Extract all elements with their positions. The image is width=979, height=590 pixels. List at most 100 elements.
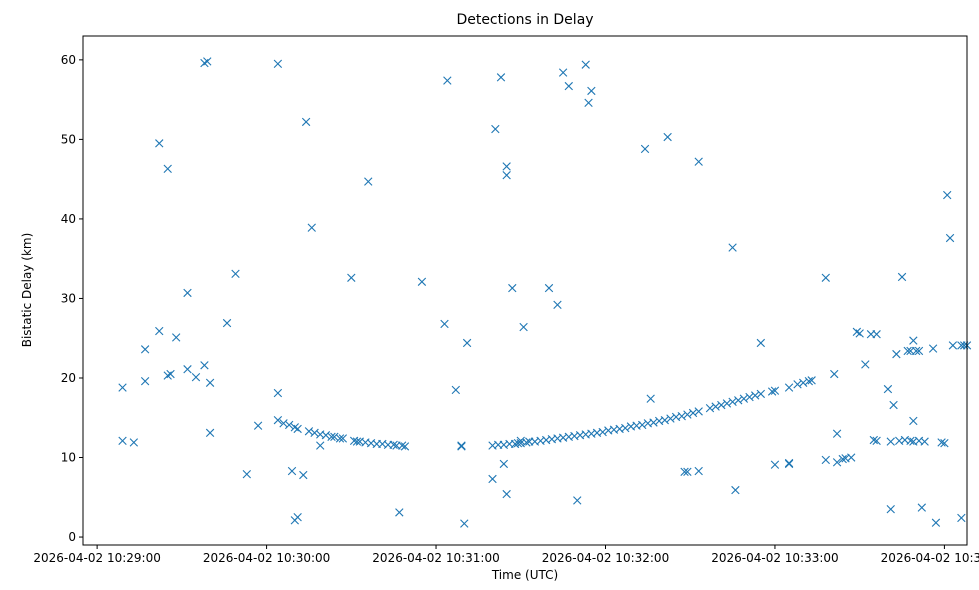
detection-marker [897, 272, 907, 282]
detection-marker [352, 437, 362, 446]
detection-marker [395, 508, 404, 517]
detection-marker [847, 453, 856, 462]
y-tick-label: 40 [61, 212, 76, 226]
y-tick-label: 20 [61, 371, 76, 385]
detection-marker [928, 344, 938, 353]
detection-marker [163, 164, 172, 174]
detection-marker [488, 474, 497, 484]
detection-marker [830, 369, 839, 379]
detection-marker [855, 329, 864, 338]
x-tick-label: 2026-04-02 10:29:00 [33, 551, 160, 565]
detection-marker [694, 407, 703, 416]
detection-marker [799, 378, 808, 387]
detection-marker [804, 376, 814, 386]
detection-marker [861, 360, 870, 369]
x-tick-label: 2026-04-02 10:32:00 [542, 551, 669, 565]
detection-marker [508, 283, 517, 293]
detection-marker [680, 467, 689, 477]
detection-marker [666, 414, 675, 423]
detection-marker [129, 438, 139, 447]
detection-marker [640, 144, 650, 154]
detection-marker [327, 432, 336, 442]
detection-marker [183, 288, 192, 298]
detection-marker [462, 338, 472, 348]
detection-marker [756, 338, 766, 348]
detection-marker [886, 437, 895, 446]
detection-marker [451, 385, 460, 395]
detection-marker [784, 383, 794, 392]
detection-marker [253, 421, 263, 430]
detection-marker [516, 436, 525, 446]
detection-marker [770, 386, 780, 395]
detection-marker [722, 399, 732, 408]
detection-marker [821, 273, 830, 282]
detection-marker [717, 400, 726, 410]
detection-marker [389, 440, 398, 449]
detection-marker [140, 345, 150, 354]
detection-marker [273, 388, 283, 398]
detection-marker [299, 470, 308, 480]
detection-marker [155, 326, 164, 336]
detection-marker [598, 427, 607, 437]
detection-marker [945, 233, 955, 243]
detection-marker [397, 441, 407, 450]
detection-marker [750, 391, 760, 400]
detection-marker [496, 73, 506, 82]
detection-marker [728, 397, 737, 407]
detection-marker [646, 394, 655, 403]
detection-marker [940, 439, 949, 448]
detection-marker [739, 394, 749, 403]
detection-marker [502, 489, 511, 499]
plot-frame [82, 35, 968, 546]
detection-marker [222, 318, 232, 328]
y-axis-label: Bistatic Delay (km) [20, 233, 34, 348]
detection-marker [335, 434, 345, 443]
detection-marker [872, 436, 881, 446]
x-axis-label: Time (UTC) [491, 568, 558, 582]
detection-marker [172, 333, 181, 342]
detection-marker [273, 59, 283, 69]
detection-marker [872, 330, 881, 339]
detection-marker [338, 434, 348, 443]
detection-marker [330, 432, 339, 442]
detection-marker [892, 349, 901, 359]
x-tick-label: 2026-04-02 10:33:00 [711, 551, 838, 565]
detection-marker [745, 392, 754, 402]
detection-marker [400, 442, 410, 451]
detection-marker [734, 396, 743, 405]
y-axis-ticks: 0 10 20 30 40 50 60 [61, 53, 83, 544]
detection-marker [316, 441, 325, 450]
detection-marker [293, 512, 302, 522]
detection-marker [821, 455, 830, 465]
detection-marker [499, 459, 509, 469]
detection-marker [522, 438, 531, 447]
detection-marker [417, 277, 427, 286]
detection-marker [621, 423, 630, 433]
detection-marker [917, 503, 927, 512]
chart-title: Detections in Delay [456, 12, 593, 28]
x-axis-ticks: 2026-04-02 10:29:00 2026-04-02 10:30:00 20… [33, 545, 979, 565]
detection-marker [711, 402, 720, 411]
detection-marker [310, 428, 319, 438]
y-tick-label: 50 [61, 132, 76, 146]
detection-marker [906, 436, 915, 446]
detection-marker [948, 341, 958, 350]
detection-marker [807, 376, 816, 385]
detection-marker [784, 458, 794, 468]
x-tick-label: 2026-04-02 10:34:00 [881, 551, 979, 565]
detection-marker [784, 459, 794, 469]
detection-marker [304, 427, 314, 436]
y-tick-label: 0 [68, 530, 76, 544]
detection-marker [688, 408, 698, 418]
detection-marker [584, 98, 593, 107]
detection-marker [920, 437, 929, 446]
detection-marker [767, 387, 777, 396]
detection-marker [321, 431, 331, 440]
detection-marker [118, 383, 127, 392]
detection-marker [705, 404, 715, 413]
detection-marker [553, 300, 562, 310]
detection-marker [457, 441, 466, 450]
detection-marker [909, 336, 918, 345]
